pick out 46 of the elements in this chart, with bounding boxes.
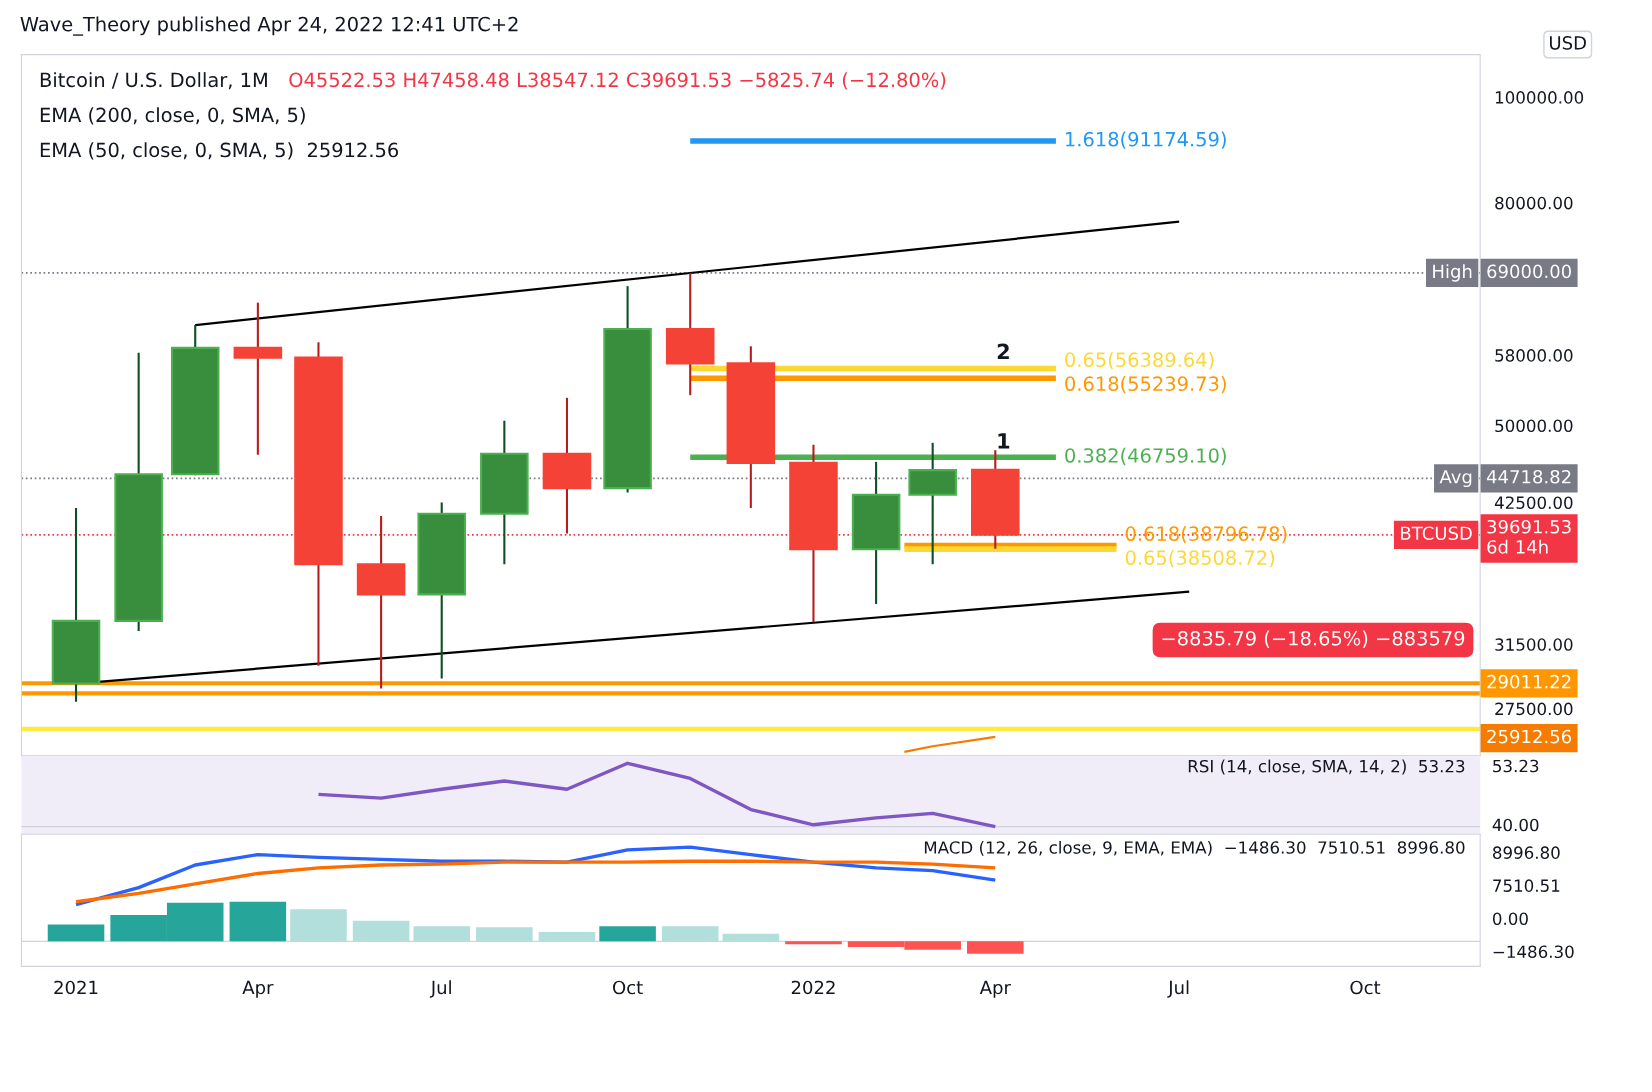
text: 25912.56: [1487, 729, 1572, 744]
annotation: RSI (14, close, SMA, 14, 2) 53.23: [1188, 759, 1465, 775]
series-label: 0.618(38796.78): [1125, 525, 1287, 544]
y-tick-label: 58000.00: [1495, 349, 1573, 362]
annotation: 69000.00: [1487, 264, 1571, 279]
text: 40.00: [1492, 818, 1539, 832]
series-label: 0.618(55239.73): [1065, 375, 1226, 394]
x-tick-label: Apr: [979, 980, 1011, 998]
text: 53.23: [1493, 759, 1539, 773]
annotation: 44718.82: [1486, 469, 1571, 484]
x-tick-label: 2021: [54, 980, 98, 995]
annotation: MACD (12, 26, close, 9, EMA, EMA) −1486.30 7510.51 8996.80: [924, 840, 1465, 856]
text: −1486.30: [1493, 945, 1574, 959]
annotation: O45522.53 H47458.48 L38547.12 C39691.53 −5825.74 (−12.80%): [289, 72, 946, 90]
y-tick-label: 80000.00: [1495, 196, 1573, 210]
annotation: 2: [997, 343, 1009, 360]
y-tick-label: 42500.00: [1494, 496, 1573, 509]
annotation: 1: [998, 433, 1010, 449]
x-tick-label: Oct: [1350, 980, 1381, 995]
annotation: −8835.79 (−18.65%) −883579: [1162, 630, 1465, 648]
series-label: 0.382(46759.10): [1065, 447, 1226, 466]
x-tick-label: Jul: [429, 980, 451, 998]
text: 8996.80: [1492, 846, 1560, 859]
series-label: 0.65(38508.72): [1125, 549, 1275, 568]
x-tick-label: Apr: [242, 980, 274, 998]
ref-line-label: BTCUSD: [1401, 526, 1472, 541]
annotation: 29011.22: [1487, 674, 1571, 689]
y-tick-label: 100000.00: [1495, 91, 1584, 104]
text: 7510.51: [1493, 879, 1560, 892]
ref-line-label: High: [1433, 264, 1472, 282]
y-axis-title: USD: [1549, 36, 1586, 50]
text: Bitcoin / U.S. Dollar, 1M: [40, 72, 267, 90]
annotation: 39691.53 6d 14h: [1487, 519, 1571, 554]
chart-subtitle: Wave_Theory published Apr 24, 2022 12:41 UTC+2: [20, 16, 518, 36]
y-tick-label: 50000.00: [1495, 419, 1573, 433]
y-tick-label: 27500.00: [1495, 702, 1573, 716]
x-tick-label: Oct: [612, 980, 643, 995]
series-label: 0.65(56389.64): [1065, 351, 1214, 370]
x-tick-label: Jul: [1167, 980, 1189, 998]
x-tick-label: 2022: [791, 980, 835, 995]
series-label: 1.618(91174.59): [1066, 131, 1226, 149]
y-tick-label: 31500.00: [1495, 638, 1573, 651]
annotation: EMA (50, close, 0, SMA, 5) 25912.56: [40, 142, 399, 160]
ref-line-label: Avg: [1439, 470, 1472, 488]
text: 0.00: [1492, 912, 1528, 926]
annotation: EMA (200, close, 0, SMA, 5): [40, 107, 305, 125]
